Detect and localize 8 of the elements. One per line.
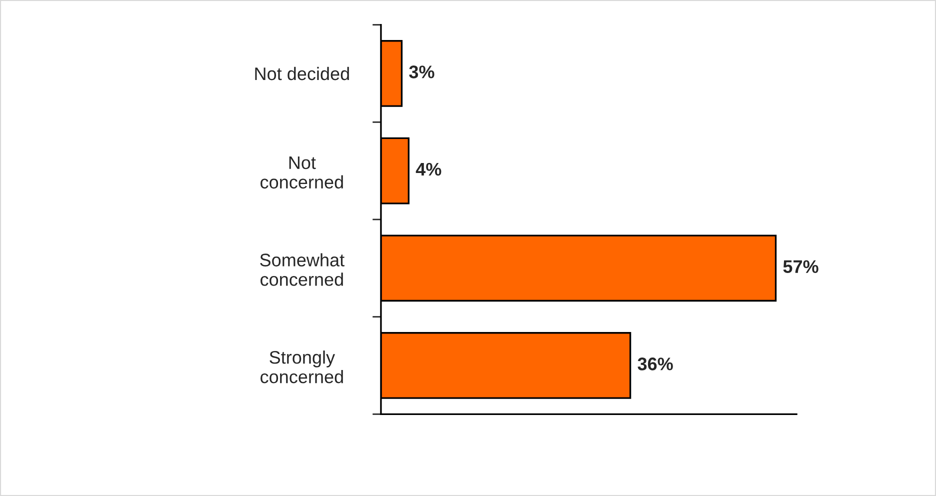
y-tick-label: Not concerned — [260, 156, 343, 189]
data-label: 3% — [409, 66, 434, 78]
y-tick-label: Not decided — [255, 66, 349, 80]
data-label: 4% — [416, 162, 442, 176]
y-tick-label: Strongly concerned — [260, 350, 343, 384]
data-label: 36% — [638, 358, 673, 370]
data-label: 57% — [783, 260, 818, 273]
y-tick-label: Somewhat concerned — [260, 253, 344, 286]
